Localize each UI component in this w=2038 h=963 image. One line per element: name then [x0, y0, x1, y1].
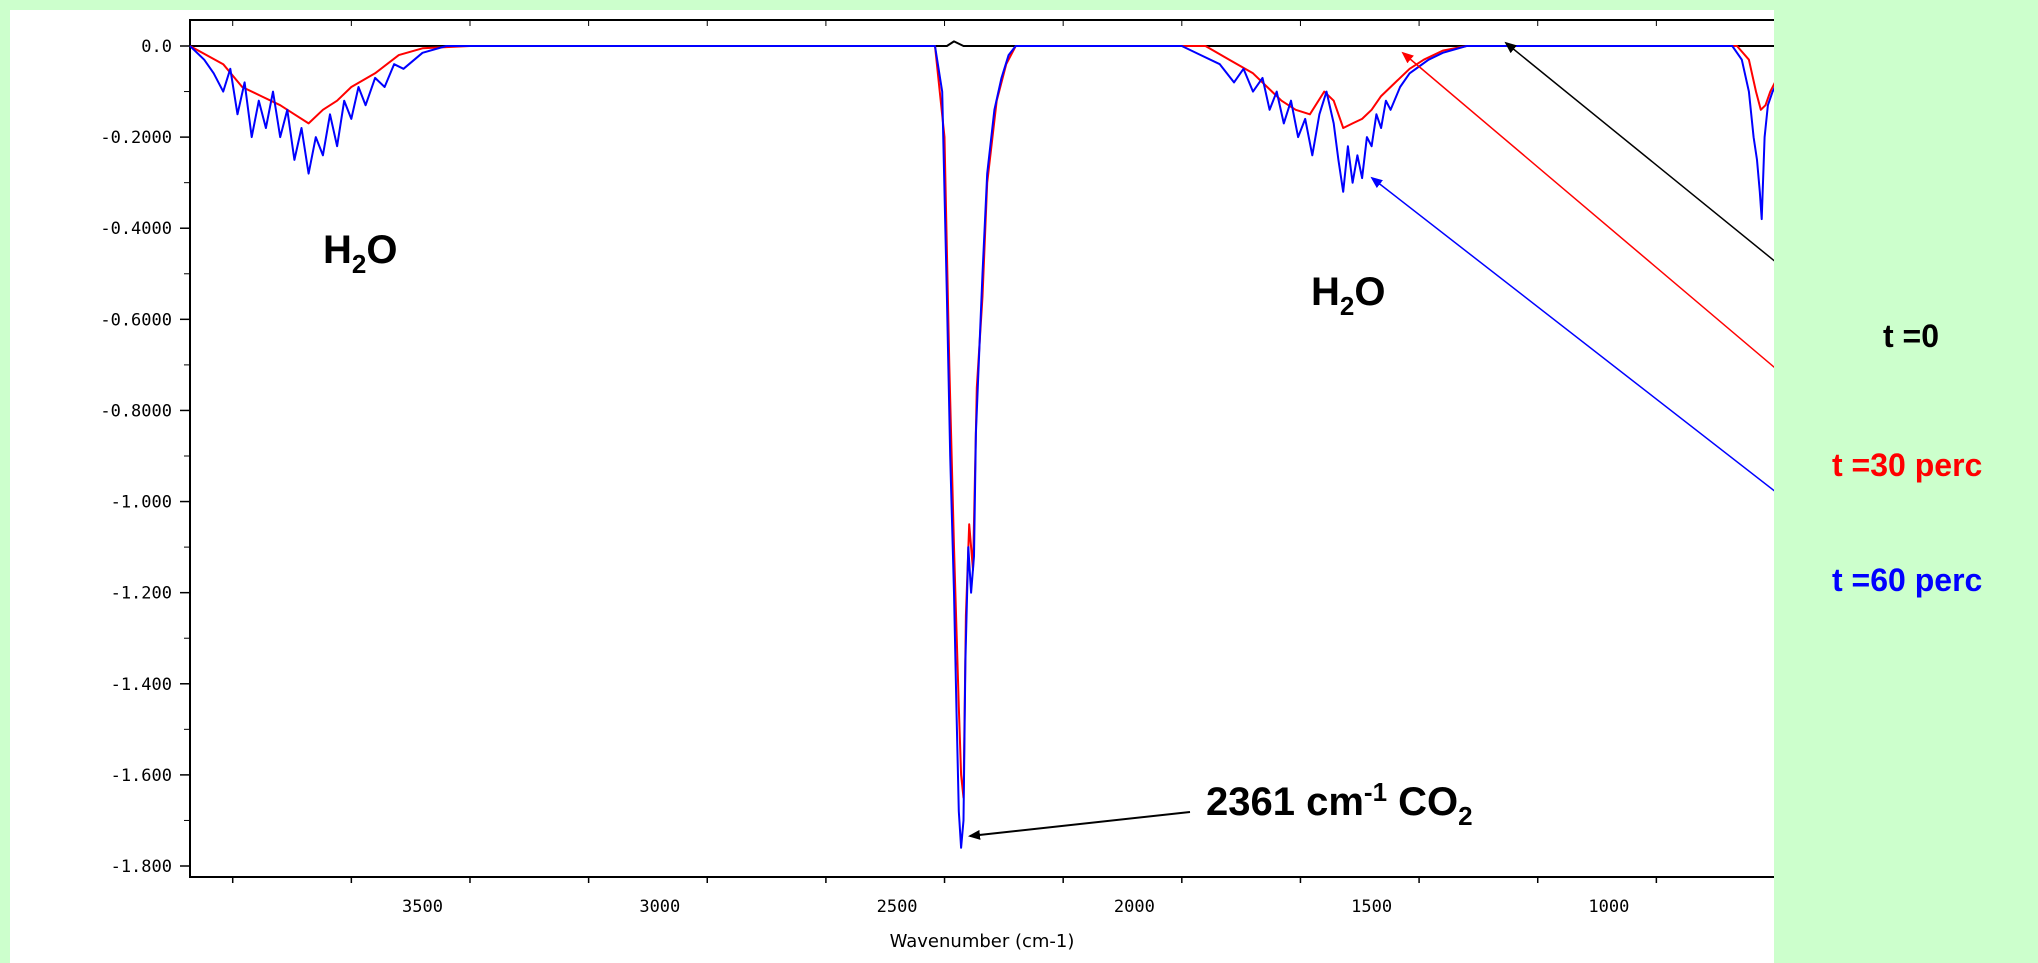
series-line-t-60-perc: [189, 45, 1774, 849]
legend-label-t60: t =60 perc: [1832, 562, 1983, 598]
chart-panel: 0.0 -0.2000 -0.4000 -0.6000 -0.8000 -1.000 -1.…: [10, 10, 1774, 963]
y-tick-label: -1.000: [111, 493, 172, 513]
series-layer: [189, 40, 1774, 849]
x-tick-label: 2000: [1114, 897, 1155, 917]
x-tick-label: 2500: [877, 897, 918, 917]
y-tick-label: -0.2000: [100, 128, 172, 148]
co2-arrow: [968, 811, 1191, 840]
legend-label-t0: t =0: [1883, 318, 1940, 354]
plot-frame: [189, 19, 1774, 878]
y-tick-label: -0.8000: [100, 401, 172, 421]
annotation-h2o-right: H2O: [1311, 270, 1385, 321]
y-tick-label: -1.600: [111, 766, 172, 786]
x-tick-label: 3000: [639, 897, 680, 917]
spectrum-chart: 0.0 -0.2000 -0.4000 -0.6000 -0.8000 -1.000 -1.…: [100, 19, 1774, 952]
legend-arrow-t60: [1370, 176, 1774, 492]
y-tick-label: -0.4000: [100, 219, 172, 239]
y-tick-label: -1.800: [111, 857, 172, 877]
x-tick-label: 1500: [1351, 897, 1392, 917]
y-tick-label: -1.200: [111, 584, 172, 604]
y-tick-label: -0.6000: [100, 310, 172, 330]
annotation-co2: 2361 cm-1 CO2: [1206, 777, 1473, 831]
y-tick-label: 0.0: [141, 37, 172, 57]
x-tick-label: 1000: [1588, 897, 1629, 917]
legend-arrow-t0: [1504, 41, 1774, 262]
legend-arrow-t30: [1401, 51, 1774, 369]
legend-label-t30: t =30 perc: [1832, 447, 1983, 483]
y-tick-label: -1.400: [111, 675, 172, 695]
annotation-h2o-left: H2O: [323, 228, 397, 279]
x-tick-label: 3500: [402, 897, 443, 917]
x-axis: 3500 3000 2500 2000 1500 1000: [231, 20, 1658, 917]
x-axis-title: Wavenumber (cm-1): [890, 931, 1075, 952]
y-axis: 0.0 -0.2000 -0.4000 -0.6000 -0.8000 -1.000 -1.…: [100, 37, 190, 877]
